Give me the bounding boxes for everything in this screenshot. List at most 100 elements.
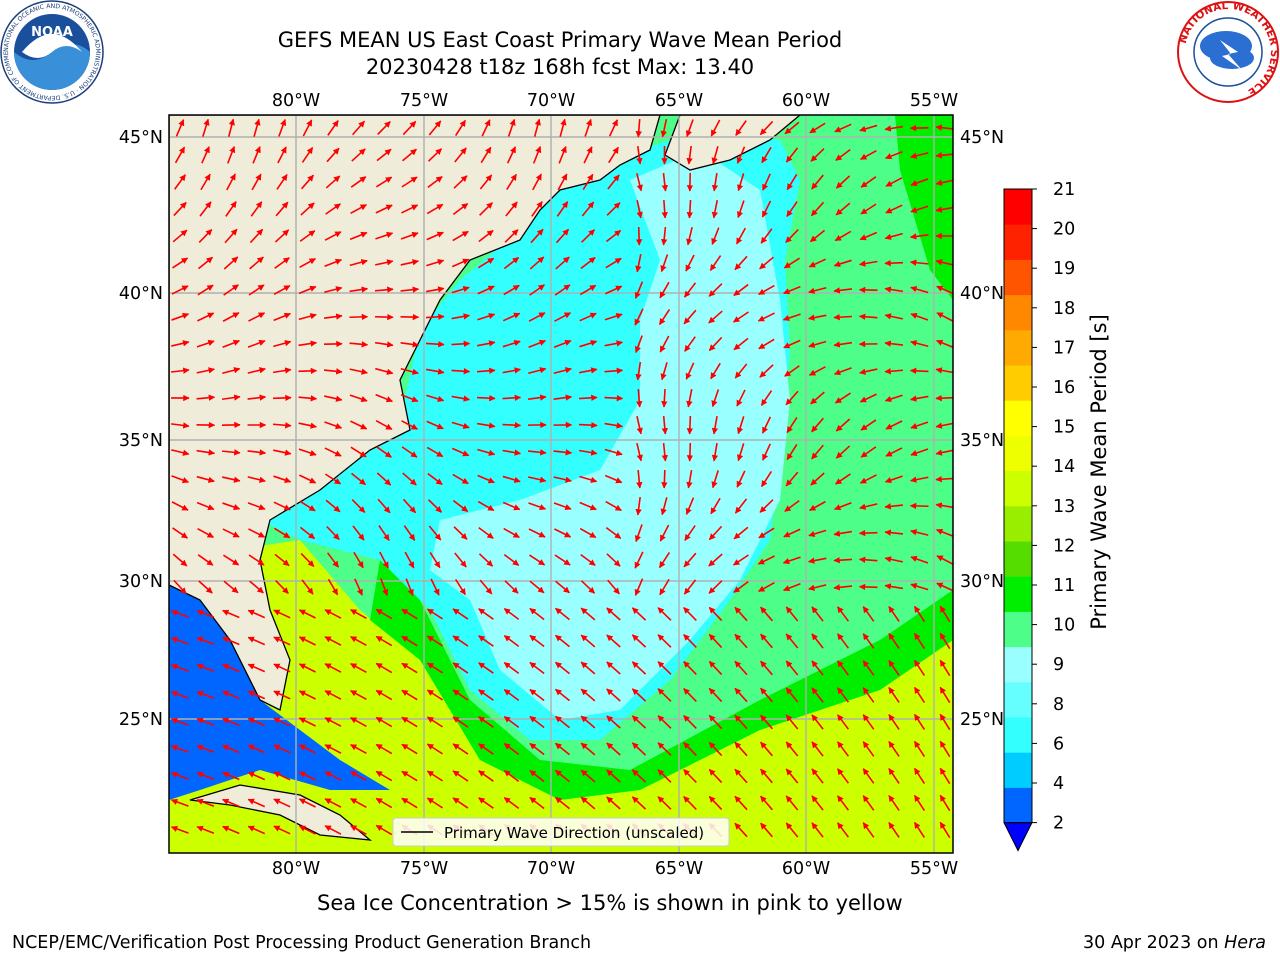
wave-arrow: [737, 173, 745, 192]
wave-arrow: [760, 795, 773, 811]
wave-arrow: [888, 606, 900, 622]
wave-arrow: [935, 152, 953, 159]
wave-arrow: [762, 173, 771, 191]
wave-arrow: [225, 201, 237, 217]
wave-arrow: [858, 260, 878, 267]
wave-arrow: [253, 118, 261, 137]
wave-arrow: [608, 119, 619, 137]
ocean-field-green-band: [370, 560, 953, 800]
wave-arrow: [507, 118, 516, 137]
wave-arrow: [606, 688, 621, 702]
wave-arrow: [300, 553, 315, 567]
wave-arrow: [249, 580, 264, 594]
wave-arrow: [683, 688, 697, 702]
wave-arrow: [426, 446, 444, 458]
wave-arrow: [248, 528, 266, 538]
wave-arrow: [936, 339, 953, 349]
wave-arrow: [761, 443, 772, 461]
wave-arrow: [452, 473, 469, 485]
wave-arrow: [631, 661, 647, 675]
wave-arrow: [197, 528, 214, 538]
wave-arrow: [402, 120, 417, 136]
wave-arrow: [350, 176, 367, 188]
wave-arrow: [939, 767, 951, 785]
wave-arrow: [477, 285, 495, 295]
wave-arrow: [248, 312, 266, 322]
wave-arrow: [478, 608, 494, 620]
wave-arrow: [836, 714, 850, 730]
wave-arrow: [608, 146, 619, 164]
lon-label-top: 55°W: [910, 91, 958, 111]
wave-arrow: [862, 687, 875, 703]
wave-arrow: [226, 173, 236, 191]
wave-arrow: [555, 228, 570, 244]
wave-arrow: [247, 798, 266, 808]
wave-arrow: [426, 394, 445, 403]
wave-arrow: [375, 662, 393, 674]
wave-arrow: [659, 578, 670, 596]
wave-arrow: [884, 259, 904, 267]
wave-arrow: [375, 393, 393, 403]
wave-arrow: [836, 660, 850, 676]
lon-label-bottom: 65°W: [655, 859, 703, 879]
wave-arrow: [405, 578, 414, 596]
wave-arrow: [221, 394, 241, 401]
wave-arrow: [759, 120, 774, 136]
wave-arrow: [635, 361, 642, 381]
wave-arrow: [631, 688, 647, 702]
wave-arrow: [222, 367, 241, 375]
wave-arrow: [605, 527, 622, 539]
wave-arrow: [196, 609, 215, 619]
wave-arrow: [273, 717, 291, 727]
wave-arrow: [273, 690, 291, 700]
wave-arrow: [196, 798, 215, 808]
wave-arrow: [733, 581, 749, 593]
wave-arrow: [247, 339, 266, 348]
wave-arrow: [221, 449, 241, 456]
wave-arrow: [811, 822, 824, 838]
wave-arrow: [760, 714, 773, 730]
wave-arrow: [659, 335, 670, 353]
wave-arrow: [686, 199, 693, 219]
wave-arrow: [811, 633, 824, 649]
wave-arrow: [936, 528, 953, 537]
wave-arrow: [170, 690, 189, 699]
wave-arrow: [885, 420, 903, 430]
wave-arrow: [529, 284, 545, 296]
colorbar-tick-label: 12: [1053, 536, 1075, 556]
wave-arrow: [477, 340, 496, 347]
wave-arrow: [299, 257, 316, 269]
wave-arrow: [527, 449, 547, 456]
wave-arrow: [222, 798, 240, 808]
wave-arrow: [377, 498, 391, 514]
wave-arrow: [274, 553, 290, 567]
wave-arrow: [734, 768, 748, 784]
wave-arrow: [529, 715, 545, 729]
colorbar-tick-label: 19: [1053, 259, 1075, 279]
wave-arrow: [935, 502, 953, 509]
wave-arrow: [273, 284, 291, 296]
wave-arrow: [226, 146, 236, 164]
wave-arrow: [477, 257, 495, 269]
wave-arrow: [836, 768, 850, 784]
wave-arrow: [809, 500, 826, 512]
wave-arrow: [785, 822, 799, 838]
footer-date: 30 Apr 2023 on Hera: [1083, 933, 1266, 953]
wave-arrow: [350, 420, 368, 430]
wave-arrow: [426, 420, 444, 430]
wave-arrow: [400, 286, 420, 293]
wave-arrow: [553, 502, 572, 511]
wave-arrow: [273, 475, 292, 484]
wave-arrow: [376, 148, 392, 162]
wave-arrow: [272, 422, 292, 429]
wave-arrow: [606, 634, 621, 648]
wave-arrow: [553, 476, 572, 483]
wave-arrow: [760, 606, 773, 622]
wave-arrow: [885, 177, 903, 187]
wave-arrow: [710, 497, 721, 515]
wave-arrow: [782, 556, 801, 565]
wave-arrow: [559, 118, 567, 137]
wave-arrow: [375, 204, 393, 214]
wave-arrow: [273, 312, 291, 322]
wave-arrow: [910, 421, 929, 430]
